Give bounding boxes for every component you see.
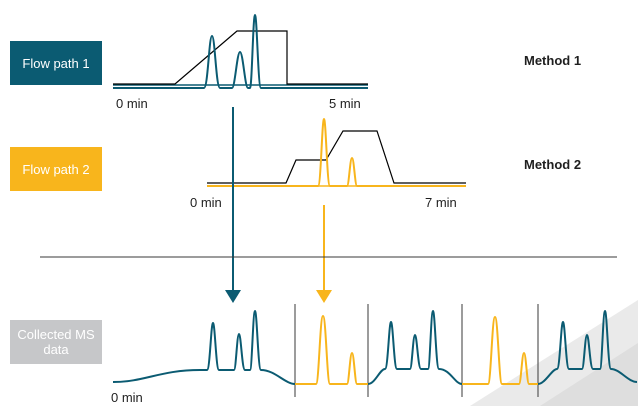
collected-ms-data-label-box: Collected MS data (10, 320, 102, 364)
ms-segment-4-trace (462, 315, 538, 385)
method-1-label: Method 1 (524, 53, 582, 68)
ms-segment-2-trace (295, 314, 368, 385)
flow-path-1-axis-start: 0 min (116, 96, 148, 111)
flow-path-2-arrowhead (316, 290, 332, 303)
flow-path-2-trace (207, 117, 466, 187)
flow-path-1-axis-end: 5 min (329, 96, 361, 111)
flow-path-2-axis-start: 0 min (190, 195, 222, 210)
background-shading-secondary (540, 343, 638, 406)
flow-path-2-label-box: Flow path 2 (10, 147, 102, 191)
flow-path-1-label: Flow path 1 (22, 55, 90, 71)
ms-data-axis-start: 0 min (111, 390, 143, 405)
flow-path-1-gradient-line (113, 30, 368, 85)
method-2-label: Method 2 (524, 157, 582, 172)
flow-path-2-label: Flow path 2 (22, 161, 90, 177)
ms-data-trace (112, 304, 638, 397)
ms-segment-3-trace (367, 309, 463, 385)
collected-ms-data-label: Collected MS data (17, 327, 95, 357)
flow-path-1-trace (113, 13, 368, 89)
flow-path-2-chromatogram (207, 117, 466, 187)
flow-path-2-gradient-line (207, 130, 466, 184)
ms-segment-1-trace (112, 309, 296, 385)
flow-path-1-label-box: Flow path 1 (10, 41, 102, 85)
flow-path-2-axis-end: 7 min (425, 195, 457, 210)
flow-path-1-chromatogram (113, 13, 368, 89)
flow-path-1-arrowhead (225, 290, 241, 303)
ms-segment-5-trace (537, 309, 638, 385)
